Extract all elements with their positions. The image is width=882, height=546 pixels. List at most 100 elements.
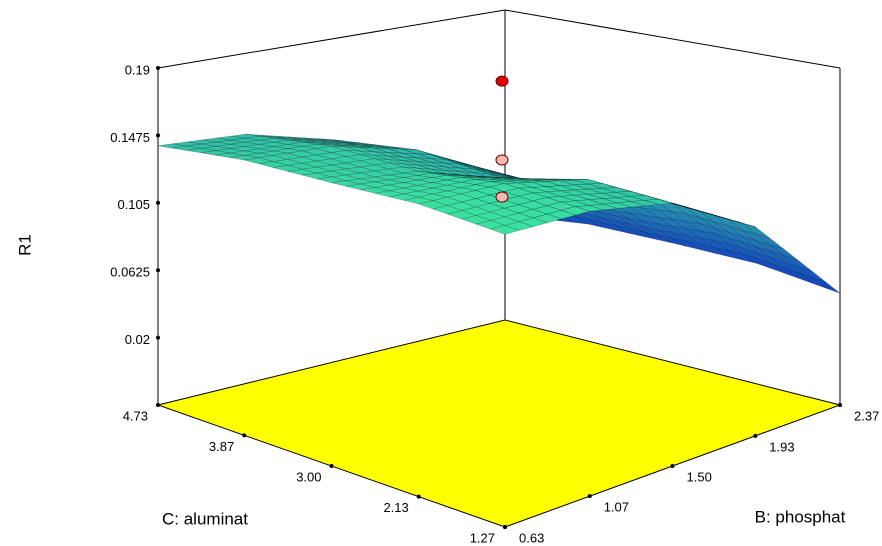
surface-cell bbox=[258, 161, 288, 168]
surface-cell bbox=[229, 155, 259, 161]
surface-cell bbox=[417, 167, 446, 174]
z-tick-label: 0.1475 bbox=[110, 130, 150, 145]
surface-cell bbox=[287, 163, 317, 170]
box-edge bbox=[504, 9, 841, 69]
surface-cell bbox=[575, 205, 604, 212]
z-tick-label: 0.105 bbox=[117, 197, 150, 212]
surface-cell bbox=[373, 147, 403, 154]
c-tick-label: 4.73 bbox=[123, 408, 148, 423]
surface-cell bbox=[474, 176, 503, 179]
surface-cell bbox=[489, 225, 520, 235]
c-axis-title: C: aluminat bbox=[162, 509, 248, 528]
surface-cell bbox=[546, 210, 577, 220]
surface-cell bbox=[503, 196, 534, 205]
box-edge bbox=[157, 9, 506, 69]
surface-cell bbox=[432, 205, 463, 215]
surface-cell bbox=[574, 188, 603, 195]
z-tick-label: 0.02 bbox=[125, 332, 150, 347]
c-tick bbox=[416, 494, 421, 499]
surface-cell bbox=[545, 180, 575, 186]
b-tick-label: 1.93 bbox=[769, 439, 794, 454]
b-tick bbox=[838, 403, 842, 407]
surface-cell bbox=[487, 169, 516, 178]
surface-cell bbox=[172, 145, 202, 151]
z-tick bbox=[156, 268, 160, 273]
surface-cell bbox=[444, 157, 474, 167]
z-tick-label: 0.19 bbox=[125, 62, 150, 77]
c-tick-label: 3.00 bbox=[296, 469, 321, 484]
surface-cell bbox=[359, 145, 388, 149]
design-point bbox=[495, 154, 509, 166]
surface-cell bbox=[603, 202, 632, 209]
surface-cell bbox=[532, 191, 561, 198]
surface-cell bbox=[345, 160, 375, 168]
surface-cell bbox=[518, 217, 549, 227]
surface-cell bbox=[532, 205, 563, 215]
design-point bbox=[495, 191, 509, 203]
surface-cell bbox=[302, 143, 332, 149]
surface-cell bbox=[473, 166, 502, 175]
surface-cell bbox=[258, 150, 288, 156]
surface-cell bbox=[432, 172, 461, 177]
surface-cell bbox=[504, 182, 533, 189]
surface-cell bbox=[602, 192, 631, 198]
c-tick-label: 2.13 bbox=[383, 500, 408, 515]
surface-cell bbox=[783, 255, 812, 272]
surface-cell bbox=[503, 179, 532, 182]
surface-cell bbox=[475, 220, 506, 230]
c-tick-label: 1.27 bbox=[470, 530, 495, 545]
surface-cell bbox=[459, 167, 488, 174]
c-tick bbox=[156, 403, 160, 407]
surface-cell bbox=[230, 137, 260, 143]
b-tick bbox=[587, 494, 592, 499]
c-tick bbox=[329, 464, 334, 468]
z-tick bbox=[156, 335, 160, 340]
surface-cell bbox=[186, 148, 216, 154]
surface-cell bbox=[797, 272, 827, 289]
b-tick-label: 2.37 bbox=[854, 408, 879, 423]
surface-cell bbox=[531, 178, 560, 181]
surface-cell bbox=[288, 141, 318, 147]
surface-cell bbox=[345, 154, 375, 162]
z-tick bbox=[156, 200, 160, 205]
surface-cell bbox=[388, 166, 418, 174]
surface-cell bbox=[446, 187, 476, 195]
b-tick-label: 0.63 bbox=[519, 530, 544, 545]
surface-cell bbox=[417, 182, 447, 189]
surface-cell bbox=[573, 179, 602, 185]
surface-cell bbox=[560, 206, 591, 216]
b-axis-title: B: phosphat bbox=[755, 507, 846, 526]
z-tick bbox=[156, 133, 160, 138]
c-tick bbox=[242, 433, 247, 438]
surface-cell bbox=[783, 261, 813, 278]
surface-cell bbox=[699, 210, 728, 220]
surface-cell bbox=[657, 209, 686, 222]
surface-cell bbox=[316, 158, 346, 166]
surface-cell bbox=[389, 177, 418, 183]
surface-cell bbox=[316, 164, 346, 172]
z-tick-label: 0.0625 bbox=[110, 265, 150, 280]
surface-cell bbox=[474, 177, 504, 180]
surface-cell bbox=[331, 150, 361, 157]
surface-cell bbox=[616, 201, 645, 208]
surface-cell bbox=[273, 159, 303, 166]
surface-cell bbox=[797, 266, 827, 283]
surface-cell bbox=[389, 193, 419, 201]
surface-cell bbox=[259, 137, 289, 143]
surface-cell bbox=[331, 174, 361, 182]
surface-cell bbox=[532, 186, 561, 193]
surface-cell bbox=[811, 277, 841, 294]
b-tick-label: 1.07 bbox=[604, 500, 629, 515]
surface-cell bbox=[258, 155, 288, 162]
b-tick bbox=[670, 464, 675, 468]
b-tick-label: 1.50 bbox=[687, 469, 712, 484]
surface-cell bbox=[545, 178, 574, 180]
surface-cell bbox=[588, 187, 617, 194]
b-tick bbox=[753, 433, 758, 438]
surface-cell bbox=[630, 194, 659, 201]
surface-cell bbox=[446, 210, 477, 220]
z-axis-title: R1 bbox=[15, 234, 34, 256]
surface-cell bbox=[375, 190, 405, 198]
design-point bbox=[495, 75, 509, 87]
